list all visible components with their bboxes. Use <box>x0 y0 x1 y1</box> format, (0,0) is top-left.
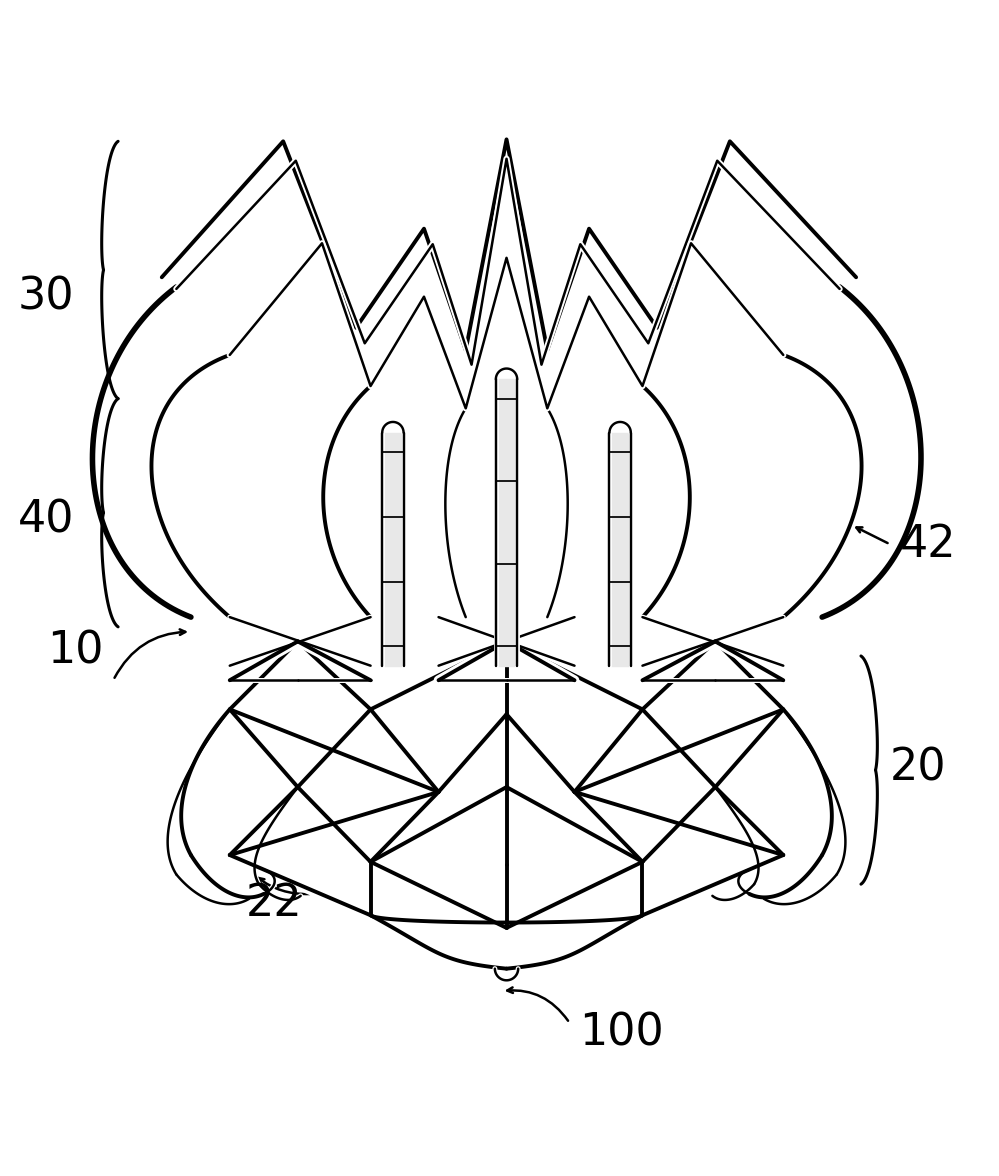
Text: 10: 10 <box>47 629 104 673</box>
Text: 40: 40 <box>18 499 74 541</box>
Text: 42: 42 <box>900 523 956 566</box>
Text: 100: 100 <box>579 1011 664 1054</box>
Text: 20: 20 <box>890 746 947 789</box>
Text: 22: 22 <box>246 882 303 926</box>
Text: 30: 30 <box>18 275 74 319</box>
